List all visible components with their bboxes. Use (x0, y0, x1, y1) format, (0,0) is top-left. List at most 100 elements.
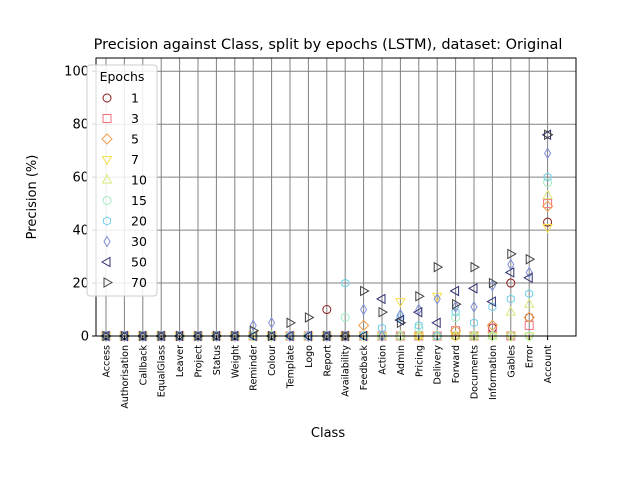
y-tick-label: 80 (72, 118, 89, 133)
x-tick-label: EqualGlass (157, 345, 168, 397)
x-tick-label: Leaver (175, 345, 186, 377)
data-point (412, 306, 423, 318)
data-point (249, 319, 257, 332)
data-point (286, 317, 297, 329)
data-point (488, 279, 496, 292)
y-tick-label: 100 (64, 65, 89, 80)
data-point (487, 332, 498, 343)
x-tick-label: Report (322, 345, 333, 377)
data-point (470, 318, 478, 328)
legend-marker (103, 277, 114, 288)
x-tick-label: Colour (267, 345, 278, 376)
data-point (506, 294, 515, 304)
data-point (523, 298, 535, 308)
legend-marker (100, 256, 111, 268)
data-point (378, 306, 389, 318)
x-tick-label: Delivery (433, 345, 444, 385)
data-point (542, 223, 553, 234)
y-tick-label: 40 (72, 224, 89, 239)
legend-entry-label: 7 (131, 152, 139, 167)
data-point (543, 177, 553, 187)
x-tick-label: Account (543, 345, 554, 384)
x-tick-label: Feedback (359, 345, 370, 391)
data-point (415, 290, 425, 302)
chart-title: Precision against Class, split by epochs… (94, 37, 563, 53)
data-point (544, 147, 552, 160)
data-point (360, 303, 368, 316)
data-point (249, 325, 260, 337)
data-point (541, 200, 554, 212)
legend-marker (101, 173, 113, 184)
legend-marker (103, 235, 111, 248)
data-point (507, 248, 517, 260)
x-tick-label: Gables (506, 345, 517, 378)
data-point (506, 278, 516, 288)
legend-marker (102, 196, 112, 205)
x-tick-label: Weight (230, 345, 241, 378)
x-tick-label: Status (212, 345, 223, 375)
x-tick-label: Logo (304, 345, 315, 368)
data-point (378, 323, 386, 333)
data-point (452, 300, 460, 313)
data-point (268, 316, 276, 329)
data-point (543, 199, 553, 209)
data-point (486, 296, 496, 307)
x-tick-label: Access (102, 345, 113, 378)
x-tick-label: Availability (341, 345, 352, 397)
y-axis-label: Precision (%) (25, 155, 40, 240)
data-point (341, 278, 350, 288)
x-tick-label: Authorisation (120, 345, 131, 409)
legend-title: Epochs (100, 69, 145, 84)
data-point (544, 129, 554, 141)
data-point (322, 305, 332, 315)
data-point (488, 277, 499, 289)
data-point (468, 332, 480, 343)
data-point (523, 272, 533, 284)
x-tick-label: Information (488, 345, 499, 400)
legend-marker (103, 216, 111, 226)
data-point (340, 312, 350, 322)
x-tick-label: Project (194, 345, 205, 378)
data-point (395, 298, 406, 308)
data-point (470, 300, 478, 313)
data-point (505, 306, 517, 316)
x-axis: Access Authorisation Callback EqualGlass Lea… (102, 336, 554, 409)
y-tick-label: 0 (81, 330, 89, 345)
data-point (414, 320, 423, 330)
data-point (433, 261, 444, 273)
legend-marker (101, 156, 113, 166)
data-point (433, 292, 441, 305)
legend: Epochs 1 3 5 7 10 15 20 30 50 70 (86, 64, 158, 297)
x-axis-label: Class (311, 426, 345, 441)
data-point (542, 189, 553, 200)
y-axis: 0 20 40 60 80 100 (64, 65, 96, 345)
data-point (451, 312, 461, 322)
data-point (304, 312, 315, 323)
data-point (525, 253, 536, 265)
legend-marker (102, 114, 112, 123)
data-point (525, 266, 533, 279)
data-point (524, 320, 534, 330)
legend-entry-label: 70 (131, 275, 147, 290)
data-point (525, 289, 534, 299)
data-point (375, 293, 386, 305)
y-tick-label: 60 (72, 171, 89, 186)
legend-marker (102, 93, 112, 103)
data-point (449, 285, 460, 297)
data-point (394, 314, 404, 326)
legend-entry-label: 5 (131, 132, 139, 147)
legend-entry-label: 20 (131, 214, 147, 229)
data-point (523, 332, 535, 343)
legend-entry-label: 3 (131, 111, 139, 126)
x-tick-label: Reminder (249, 345, 260, 391)
legend-marker (101, 133, 113, 145)
data-point (431, 317, 441, 329)
x-tick-label: Action (378, 345, 389, 375)
data-point (451, 326, 461, 336)
data-point (504, 267, 515, 278)
legend-entry-label: 10 (131, 173, 147, 188)
legend-entry-label: 50 (131, 255, 147, 270)
x-tick-label: Callback (138, 345, 149, 386)
legend-entry-label: 1 (131, 91, 139, 106)
data-point (413, 332, 425, 343)
